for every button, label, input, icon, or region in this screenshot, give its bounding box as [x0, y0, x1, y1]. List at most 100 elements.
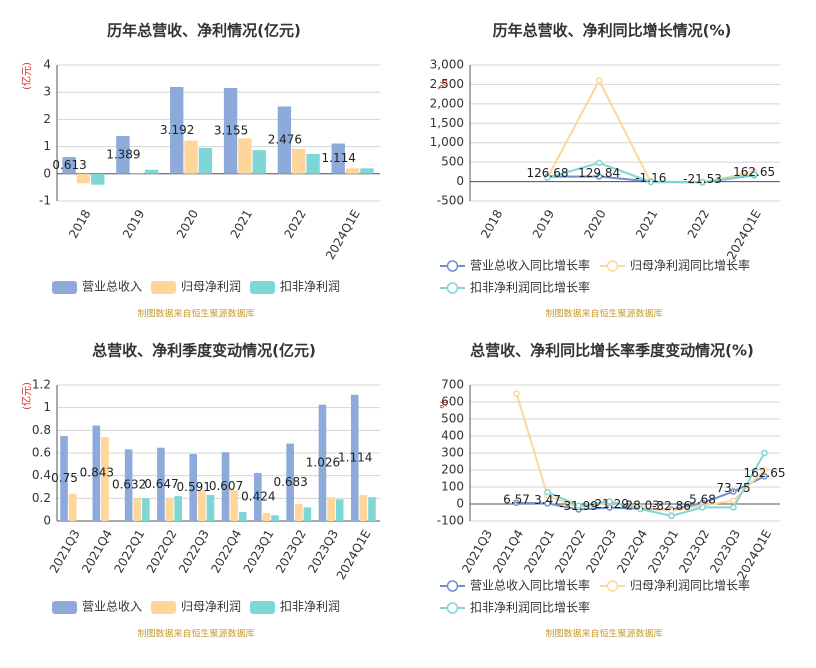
value-label: 6.57 [503, 492, 530, 506]
value-label: 0.607 [209, 479, 243, 493]
bar [230, 490, 238, 521]
line-point [544, 488, 551, 496]
line-point [730, 504, 737, 511]
chart-title: 历年总营收、净利同比增长情况(%) [493, 22, 732, 40]
value-label: 129.84 [578, 166, 620, 180]
value-label: 0.424 [241, 489, 275, 503]
bar [303, 507, 312, 521]
legend-swatch [606, 260, 619, 272]
y-tick-label: 500 [441, 155, 464, 169]
bar [254, 472, 262, 521]
bar [327, 497, 335, 521]
legend-item[interactable]: 扣非净利润同比增长率 [440, 280, 590, 295]
y-tick-label: 3,000 [430, 58, 464, 72]
legend-label: 扣非净利润同比增长率 [470, 280, 590, 295]
legend-item[interactable]: 营业总收入同比增长率 [440, 578, 590, 593]
legend-label: 归母净利润同比增长率 [630, 258, 750, 273]
value-label: 1.389 [106, 147, 140, 161]
bar [335, 499, 344, 521]
line-point [513, 390, 520, 397]
y-tick-label: 0 [456, 497, 464, 511]
legend-label: 归母净利润同比增长率 [630, 578, 750, 593]
y-tick-label: -100 [437, 514, 464, 528]
legend-item[interactable]: 营业总收入 [52, 600, 142, 615]
legend-item[interactable]: 扣非净利润同比增长率 [440, 600, 590, 615]
y-tick-label: 2,500 [430, 77, 464, 91]
bar [262, 513, 271, 521]
value-label: -32.86 [652, 499, 691, 513]
legend-swatch [446, 282, 459, 294]
unit-label: % [439, 79, 450, 89]
line-point [595, 173, 603, 180]
line-point [730, 488, 737, 495]
bar [170, 86, 184, 174]
value-label: -31.99 [559, 499, 598, 513]
legend-item[interactable]: 归母净利润同比增长率 [600, 578, 750, 593]
y-tick-label: 3 [43, 85, 51, 99]
value-label: -21.29 [590, 497, 629, 511]
legend-item[interactable]: 扣非净利润 [250, 600, 340, 615]
legend-item[interactable]: 归母净利润 [151, 600, 241, 615]
legend-label: 营业总收入同比增长率 [470, 578, 590, 593]
line-point [544, 174, 551, 181]
legend-label: 扣非净利润 [280, 600, 340, 614]
line-point [575, 502, 582, 509]
x-tick-label: 2023Q2 [273, 527, 309, 575]
legend-swatch [446, 260, 459, 272]
x-tick-label: 2018 [478, 207, 505, 240]
bar [238, 138, 252, 174]
bar [144, 169, 159, 174]
x-tick-label: 2022 [685, 207, 712, 240]
line-point [699, 504, 706, 511]
y-tick-label: 1 [43, 400, 51, 414]
y-tick-label: -500 [437, 194, 464, 208]
bar [116, 136, 130, 174]
legend-label: 扣非净利润 [280, 280, 340, 294]
bar [221, 452, 230, 521]
bar [350, 394, 359, 521]
x-tick-label: 2024Q1E [323, 207, 363, 262]
bar [277, 106, 292, 174]
legend-item[interactable]: 归母净利润同比增长率 [600, 258, 750, 273]
legend-label: 营业总收入同比增长率 [470, 258, 590, 273]
value-label: -1.16 [635, 171, 666, 185]
bar [198, 147, 213, 174]
y-tick-label: 600 [441, 395, 464, 409]
line-point [699, 178, 706, 186]
bar [189, 454, 198, 521]
source-note: 制图数据来自恒生聚源数据库 [137, 308, 254, 320]
y-tick-label: 200 [441, 463, 464, 477]
line-point [761, 473, 768, 480]
chart-title: 历年总营收、净利情况(亿元) [107, 22, 301, 40]
chart-panel: 历年总营收、净利情况(亿元) (亿元) -1 0 1 2 3 4 2018 2019 2020 202… [20, 22, 380, 320]
x-tick-label: 2021 [633, 207, 660, 240]
bar [101, 437, 109, 521]
x-tick-label: 2021 [228, 207, 255, 240]
value-label: 126.68 [527, 166, 569, 180]
y-tick-label: 0.6 [32, 446, 51, 460]
legend-swatch [52, 601, 77, 614]
y-tick-label: 0.8 [32, 423, 51, 437]
line-point [750, 171, 758, 178]
legend-item[interactable]: 营业总收入同比增长率 [440, 258, 590, 273]
value-label: 1.114 [322, 151, 356, 165]
legend-swatch [446, 602, 459, 614]
x-tick-label: 2022Q4 [208, 527, 244, 575]
bar [165, 498, 174, 521]
y-tick-label: 2 [43, 112, 51, 126]
value-label: 0.632 [112, 478, 146, 492]
y-tick-label: 1 [43, 139, 51, 153]
legend-item[interactable]: 归母净利润 [151, 280, 241, 295]
y-tick-label: 4 [43, 58, 51, 72]
y-tick-label: 400 [441, 429, 464, 443]
legend-item[interactable]: 营业总收入 [52, 280, 142, 295]
x-tick-label: 2019 [120, 207, 147, 240]
legend-item[interactable]: 扣非净利润 [250, 280, 340, 295]
unit-label: % [439, 399, 450, 409]
y-tick-label: 0.2 [32, 491, 51, 505]
legend-swatch [250, 281, 275, 294]
x-tick-label: 2020 [581, 207, 608, 240]
y-tick-label: 300 [441, 446, 464, 460]
bar [292, 148, 306, 174]
